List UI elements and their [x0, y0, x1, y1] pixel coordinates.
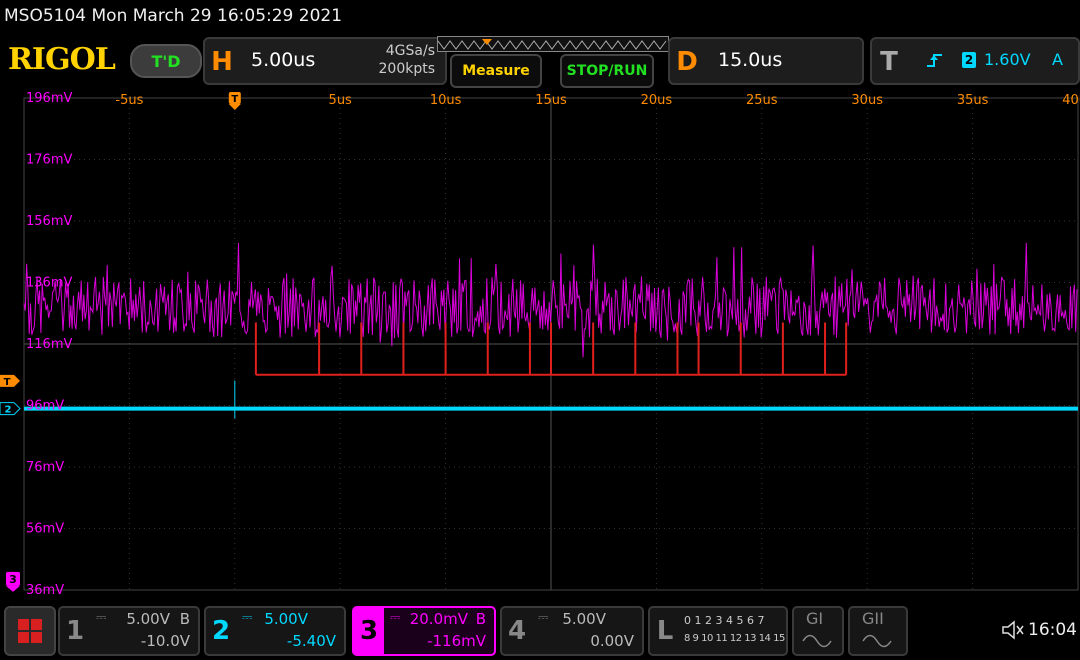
voltage-axis-label: 56mV — [26, 522, 64, 537]
memory-zigzag-icon — [438, 39, 667, 50]
channel-1-panel[interactable]: 1 ⎓ 5.00V B -10.0V — [58, 606, 200, 656]
channel-4-scale: 5.00V — [562, 610, 606, 628]
memory-position-indicator[interactable] — [437, 36, 669, 52]
trigger-letter: T — [880, 47, 898, 77]
ch3-ground-marker-tip — [6, 585, 20, 592]
time-axis-label: 35us — [957, 93, 989, 108]
trigger-level-marker-label: T — [4, 377, 11, 388]
dc-coupling-icon: ⎓ — [538, 610, 549, 625]
title-text: MSO5104 Mon March 29 16:05:29 2021 — [4, 6, 343, 26]
time-axis-label: 5us — [329, 93, 353, 108]
channel-2-panel[interactable]: 2 ⎓ 5.00V -5.40V — [204, 606, 346, 656]
trigger-panel[interactable]: T 2 1.60V A — [870, 37, 1080, 85]
logic-analyzer-panel[interactable]: L 0 1 2 3 4 5 6 7 8 9 10 11 12 13 14 15 — [648, 606, 788, 656]
speaker-muted-icon[interactable] — [1002, 620, 1024, 640]
trigger-mode: A — [1052, 50, 1063, 69]
channel-1-number: 1 — [65, 616, 85, 646]
channel-1-coupling: B — [179, 610, 190, 628]
trigger-time-marker-label: T — [231, 94, 238, 105]
voltage-axis-label: 96mV — [26, 399, 64, 414]
channel-1-scale: 5.00V — [126, 610, 170, 628]
ch2-ground-marker — [0, 402, 21, 416]
channel-3-number-label: 3 — [359, 616, 379, 646]
stop-run-label: STOP/RUN — [566, 63, 648, 79]
dc-coupling-icon: ⎓ — [390, 610, 401, 625]
ch2-ground-marker-label: 2 — [5, 405, 12, 416]
delay-value: 15.0us — [718, 49, 783, 71]
grid-border — [23, 97, 1079, 591]
generator-2-label: GII — [862, 609, 884, 628]
trigger-time-marker-tip — [228, 104, 241, 110]
generator-1-panel[interactable]: GI — [792, 606, 844, 656]
time-axis-label: -5us — [115, 93, 143, 108]
channel-1-offset: -10.0V — [140, 632, 190, 650]
sample-rate: 4GSa/s — [385, 43, 435, 59]
channel-4-number: 4 — [507, 616, 527, 646]
main-menu-button[interactable] — [4, 606, 56, 656]
channel-3-coupling: B — [475, 610, 486, 628]
channel-3-panel[interactable]: 3 ⎓ 20.0mV B -116mV — [352, 606, 496, 656]
measure-label: Measure — [462, 63, 530, 79]
logic-row-2: 8 9 10 11 12 13 14 15 — [684, 633, 785, 644]
horizontal-panel[interactable]: H 5.00us 4GSa/s 200kpts — [203, 37, 447, 85]
rising-edge-icon — [927, 54, 942, 67]
voltage-axis-label: 176mV — [26, 153, 72, 168]
sine-wave-icon — [802, 634, 832, 648]
channel-4-panel[interactable]: 4 ⎓ 5.00V 0.00V — [500, 606, 644, 656]
voltage-axis-label: 36mV — [26, 583, 64, 598]
clock: 16:04 — [1028, 620, 1077, 640]
time-axis-label: 30us — [851, 93, 883, 108]
generator-2-panel[interactable]: GII — [848, 606, 908, 656]
channel-3-offset: -116mV — [427, 632, 486, 650]
waveform-display[interactable]: -5us05us10us15us20us25us30us35us40us196m… — [0, 90, 1080, 598]
voltage-axis-label: 156mV — [26, 214, 72, 229]
run-mode-badge[interactable]: T'D — [130, 44, 202, 78]
stop-run-button[interactable]: STOP/RUN — [560, 54, 654, 88]
channel-4-offset: 0.00V — [590, 632, 634, 650]
delay-letter: D — [676, 47, 698, 77]
trigger-level: 1.60V — [984, 50, 1031, 69]
time-axis-label: 10us — [430, 93, 462, 108]
channel-3-scale: 20.0mV — [409, 610, 468, 628]
logic-row-1: 0 1 2 3 4 5 6 7 — [684, 614, 765, 627]
horizontal-letter: H — [211, 47, 233, 77]
voltage-axis-label: 136mV — [26, 276, 72, 291]
sine-wave-icon — [862, 634, 892, 648]
channel-3-number: 3 — [354, 608, 384, 654]
trigger-source: 2 — [962, 52, 976, 68]
logic-letter: L — [656, 616, 674, 646]
top-control-bar: RIGOL T'D H 5.00us 4GSa/s 200kpts Measur… — [0, 34, 1080, 88]
time-axis-label: 25us — [746, 93, 778, 108]
dc-coupling-icon: ⎓ — [242, 610, 253, 625]
brand-logo: RIGOL — [8, 42, 116, 77]
delay-panel[interactable]: D 15.0us — [668, 37, 864, 85]
ch3-waveform — [23, 242, 1078, 358]
trigger-time-marker — [228, 92, 241, 104]
voltage-axis-label: 196mV — [26, 91, 72, 106]
time-axis-label: 40us — [1062, 93, 1080, 108]
trigger-level-marker — [0, 374, 20, 387]
run-mode-label: T'D — [151, 51, 181, 71]
title-bar: MSO5104 Mon March 29 16:05:29 2021 — [0, 0, 1080, 34]
grid-menu-icon — [18, 619, 42, 643]
voltage-axis-label: 76mV — [26, 460, 64, 475]
ch3-ground-marker-label: 3 — [9, 573, 17, 586]
time-axis-label: 20us — [641, 93, 673, 108]
ch3-ground-marker — [6, 571, 20, 586]
time-axis-label: 15us — [535, 93, 567, 108]
voltage-axis-label: 116mV — [26, 337, 72, 352]
bottom-channel-bar: 1 ⎓ 5.00V B -10.0V 2 ⎓ 5.00V -5.40V 3 ⎓ … — [0, 600, 1080, 660]
memory-depth: 200kpts — [378, 61, 436, 77]
channel-2-offset: -5.40V — [286, 632, 336, 650]
timebase-value: 5.00us — [251, 49, 316, 71]
scope-canvas[interactable]: -5us05us10us15us20us25us30us35us40us196m… — [0, 90, 1080, 598]
measure-button[interactable]: Measure — [450, 54, 542, 88]
channel-2-number: 2 — [211, 616, 231, 646]
channel-2-scale: 5.00V — [264, 610, 308, 628]
generator-1-label: GI — [806, 609, 824, 628]
dc-coupling-icon: ⎓ — [96, 610, 107, 625]
